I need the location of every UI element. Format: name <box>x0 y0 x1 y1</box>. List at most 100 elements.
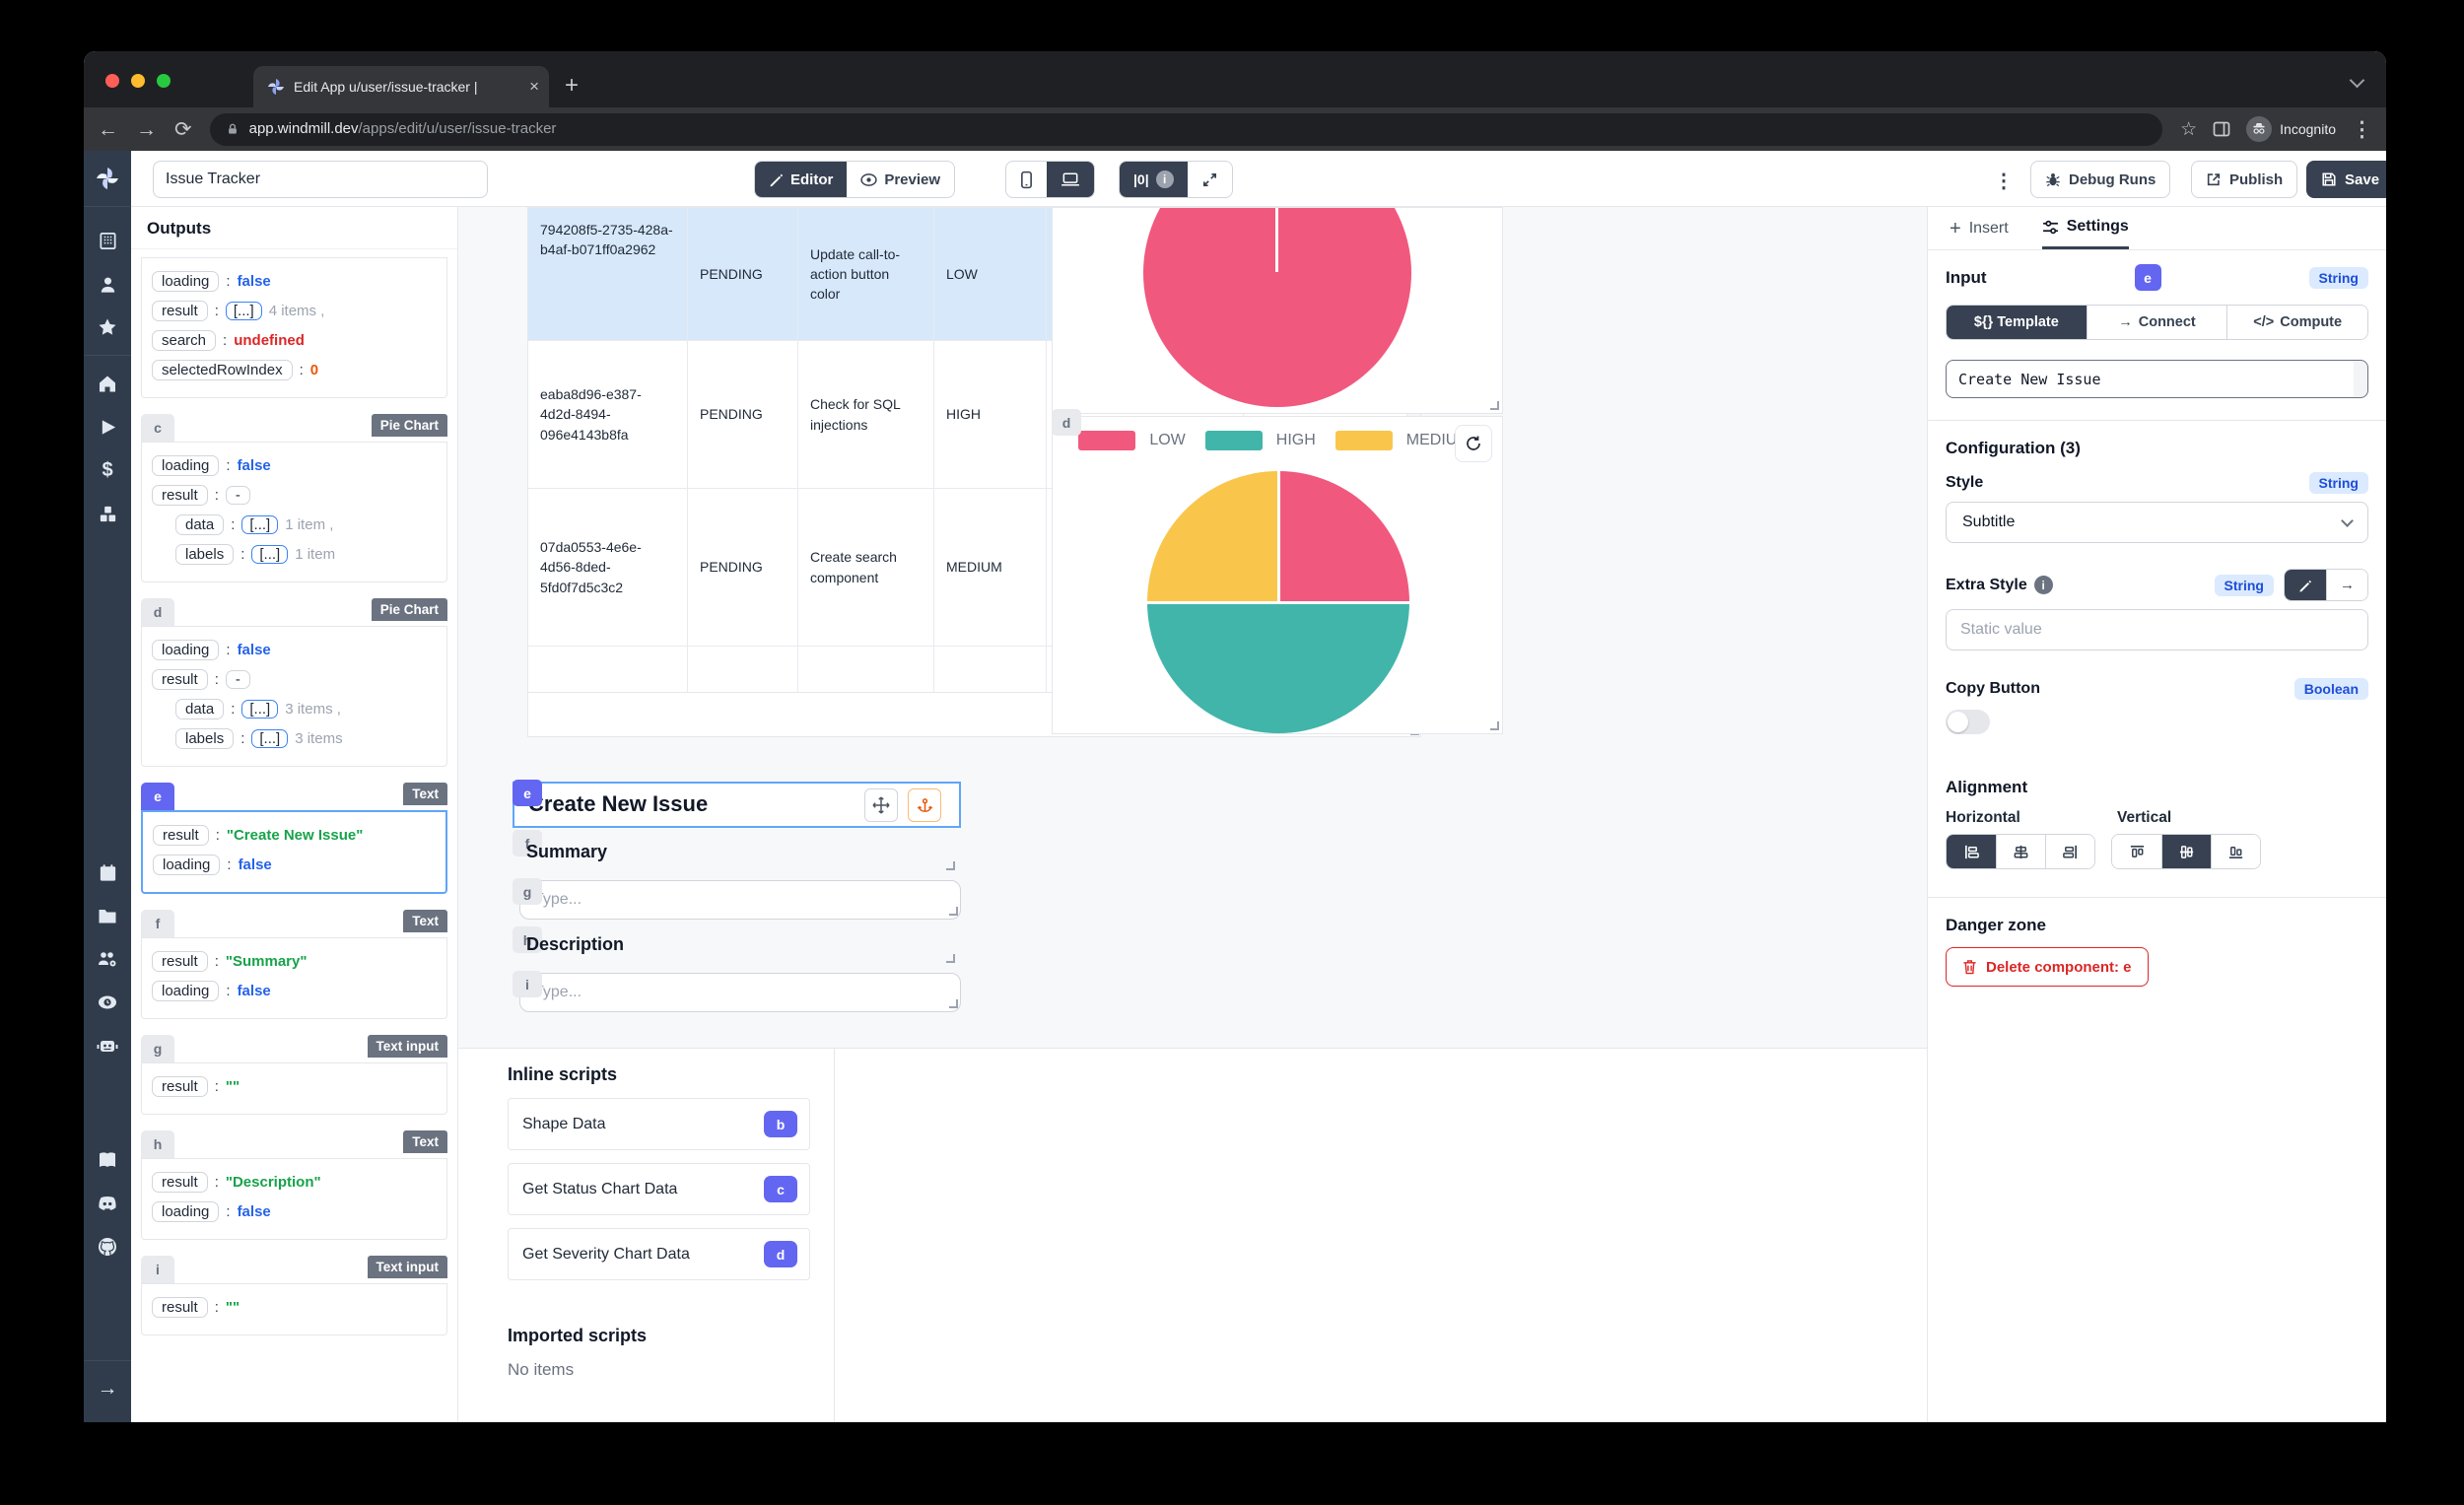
sidebar-item-folders[interactable] <box>84 894 131 937</box>
output-key[interactable]: loading <box>152 640 220 660</box>
component-badge-f[interactable]: f <box>513 830 542 856</box>
legend-label-low[interactable]: LOW <box>1149 432 1186 448</box>
sidebar-item-schedules[interactable] <box>84 851 131 894</box>
connect-arrow-button[interactable]: → <box>2326 570 2367 600</box>
compute-mode-button[interactable]: </> Compute <box>2226 306 2367 339</box>
sidebar-item-docs[interactable] <box>84 1138 131 1182</box>
align-left-button[interactable] <box>1947 835 1996 868</box>
legend-swatch-low[interactable] <box>1078 431 1136 450</box>
output-key[interactable]: loading <box>152 1201 220 1222</box>
static-mode-button[interactable] <box>2285 570 2326 600</box>
publish-button[interactable]: Publish <box>2191 161 2298 198</box>
text-component-h[interactable]: Description <box>513 934 961 963</box>
style-select[interactable]: Subtitle <box>1946 502 2368 543</box>
component-outline-toggle[interactable]: |0| i <box>1120 162 1188 197</box>
legend-swatch-high[interactable] <box>1204 431 1263 450</box>
component-id-badge[interactable]: g <box>141 1035 174 1062</box>
connect-mode-button[interactable]: → Connect <box>2086 306 2227 339</box>
close-window-button[interactable] <box>105 74 119 88</box>
sidebar-item-favorites[interactable] <box>84 306 131 349</box>
sidebar-item-apps[interactable] <box>84 219 131 262</box>
array-expand-pill[interactable]: [...] <box>251 729 289 748</box>
output-key[interactable]: data <box>175 699 225 719</box>
text-component-e-selected[interactable]: Create New Issue <box>513 782 961 828</box>
component-badge-e[interactable]: e <box>513 780 542 806</box>
output-key[interactable]: loading <box>152 455 220 476</box>
back-icon[interactable]: ← <box>98 117 118 141</box>
sidebar-item-variables[interactable]: $ <box>84 448 131 492</box>
windmill-logo[interactable] <box>84 151 131 207</box>
output-key[interactable]: loading <box>153 855 221 875</box>
save-button[interactable]: Save <box>2306 161 2386 198</box>
copy-button-toggle[interactable] <box>1946 710 1990 734</box>
component-id-badge[interactable]: c <box>141 414 174 442</box>
output-key[interactable]: data <box>175 514 225 535</box>
legend-label-medium[interactable]: MEDIUM <box>1405 432 1471 448</box>
address-input[interactable]: app.windmill.dev/apps/edit/u/user/issue-… <box>209 112 2163 146</box>
collapse-sidebar-button[interactable]: → <box>84 1361 131 1416</box>
align-center-horizontal-button[interactable] <box>1996 835 2045 868</box>
component-id-badge[interactable]: h <box>141 1130 174 1158</box>
sidebar-item-workers[interactable] <box>84 1024 131 1067</box>
browser-tab[interactable]: Edit App u/user/issue-tracker | × <box>253 66 549 107</box>
delete-component-button[interactable]: Delete component: e <box>1946 947 2149 987</box>
sidebar-item-github[interactable] <box>84 1225 131 1268</box>
component-id-badge[interactable]: d <box>141 598 174 626</box>
output-key[interactable]: result <box>152 485 208 506</box>
output-key[interactable]: loading <box>152 271 220 292</box>
legend-swatch-medium[interactable] <box>1335 431 1393 450</box>
minimize-window-button[interactable] <box>131 74 145 88</box>
component-id-badge[interactable]: f <box>141 910 174 937</box>
legend-label-high[interactable]: HIGH <box>1275 432 1316 448</box>
refresh-chart-button[interactable] <box>1455 425 1492 462</box>
more-options-icon[interactable]: ⋮ <box>1994 171 2014 192</box>
output-key[interactable]: result <box>152 1172 208 1193</box>
output-key[interactable]: result <box>152 669 208 690</box>
sidebar-item-groups[interactable] <box>84 937 131 981</box>
align-right-button[interactable] <box>2045 835 2094 868</box>
script-row-get-severity-chart-data[interactable]: Get Severity Chart Data d <box>508 1228 810 1280</box>
output-key[interactable]: result <box>152 1076 208 1097</box>
output-key[interactable]: result <box>152 1297 208 1318</box>
component-badge-i[interactable]: i <box>513 971 542 997</box>
align-top-button[interactable] <box>2112 835 2161 868</box>
align-center-vertical-button[interactable] <box>2161 835 2211 868</box>
sidebar-item-user[interactable] <box>84 262 131 306</box>
output-key[interactable]: labels <box>175 728 235 749</box>
info-icon[interactable]: i <box>2033 576 2053 594</box>
sidebar-item-discord[interactable] <box>84 1182 131 1225</box>
text-component-f[interactable]: Summary <box>513 842 961 870</box>
component-id-badge-selected[interactable]: e <box>141 783 174 810</box>
component-id-badge[interactable]: i <box>141 1256 174 1283</box>
side-panel-icon[interactable] <box>2213 120 2230 138</box>
array-expand-pill[interactable]: [...] <box>251 545 289 564</box>
reload-icon[interactable]: ⟳ <box>174 117 192 141</box>
align-bottom-button[interactable] <box>2211 835 2260 868</box>
component-badge-h[interactable]: h <box>513 926 542 953</box>
browser-menu-icon[interactable]: ⋮ <box>2352 117 2372 141</box>
template-mode-button[interactable]: ${} Template <box>1947 306 2087 339</box>
tab-search-chevron-icon[interactable] <box>2349 72 2365 89</box>
array-expand-pill[interactable]: [...] <box>225 302 262 320</box>
sidebar-item-resources[interactable] <box>84 492 131 535</box>
component-badge-d[interactable]: d <box>1052 409 1081 436</box>
anchor-handle[interactable] <box>908 788 941 822</box>
pie-chart-c-component[interactable] <box>1052 207 1503 414</box>
extra-style-input[interactable] <box>1946 609 2368 650</box>
output-key[interactable]: result <box>152 951 208 972</box>
component-badge-g[interactable]: g <box>513 878 542 905</box>
text-input-i[interactable] <box>519 973 961 1012</box>
sidebar-item-runs[interactable] <box>84 405 131 448</box>
sidebar-item-audit-logs[interactable] <box>84 981 131 1024</box>
output-key[interactable]: selectedRowIndex <box>152 360 293 380</box>
debug-runs-button[interactable]: Debug Runs <box>2030 161 2171 198</box>
output-key[interactable]: loading <box>152 981 220 1001</box>
fullscreen-button[interactable] <box>1188 162 1232 197</box>
array-expand-pill[interactable]: [...] <box>241 515 279 534</box>
mobile-view-button[interactable] <box>1006 162 1047 197</box>
tab-insert[interactable]: + Insert <box>1950 217 2009 239</box>
template-value-input[interactable] <box>1946 360 2368 398</box>
output-key[interactable]: search <box>152 330 217 351</box>
desktop-view-button[interactable] <box>1047 162 1094 197</box>
pie-chart-d-component[interactable]: LOW HIGH MEDIUM <box>1052 416 1503 734</box>
